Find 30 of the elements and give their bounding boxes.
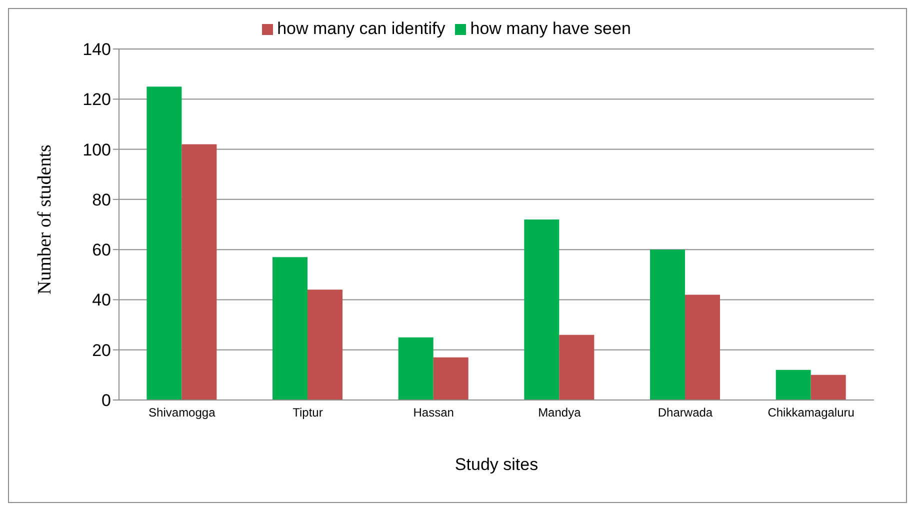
y-tick-label: 20 <box>92 340 111 360</box>
bar <box>146 86 182 400</box>
bar <box>810 374 846 400</box>
y-tick-label: 40 <box>92 290 111 310</box>
legend-label: how many can identify <box>277 19 446 38</box>
y-tick-label: 100 <box>82 140 111 160</box>
y-tick-label: 0 <box>102 391 111 410</box>
bar <box>650 250 686 400</box>
x-tick-label: Mandya <box>538 406 582 420</box>
x-tick-label: Tiptur <box>292 406 323 420</box>
bar <box>272 257 308 400</box>
x-axis-title: Study sites <box>454 455 538 474</box>
x-tick-label: Dharwada <box>658 406 713 420</box>
bar <box>433 357 468 400</box>
x-tick-label: Chikkamagaluru <box>768 406 854 420</box>
legend-label: how many have seen <box>470 19 631 38</box>
x-tick-label: Shivamogga <box>148 406 216 420</box>
y-axis-title: Number of students <box>34 144 56 294</box>
x-tick-label: Hassan <box>413 406 454 420</box>
bar <box>182 144 217 400</box>
bar <box>685 294 720 400</box>
bar <box>524 219 560 400</box>
y-tick-label: 140 <box>82 40 111 60</box>
y-tick-label: 80 <box>92 190 111 210</box>
bar <box>398 337 434 400</box>
bar <box>776 370 811 400</box>
bar <box>559 334 594 400</box>
y-tick-label: 60 <box>92 240 111 260</box>
y-tick-label: 120 <box>82 90 111 110</box>
bar <box>308 290 343 400</box>
